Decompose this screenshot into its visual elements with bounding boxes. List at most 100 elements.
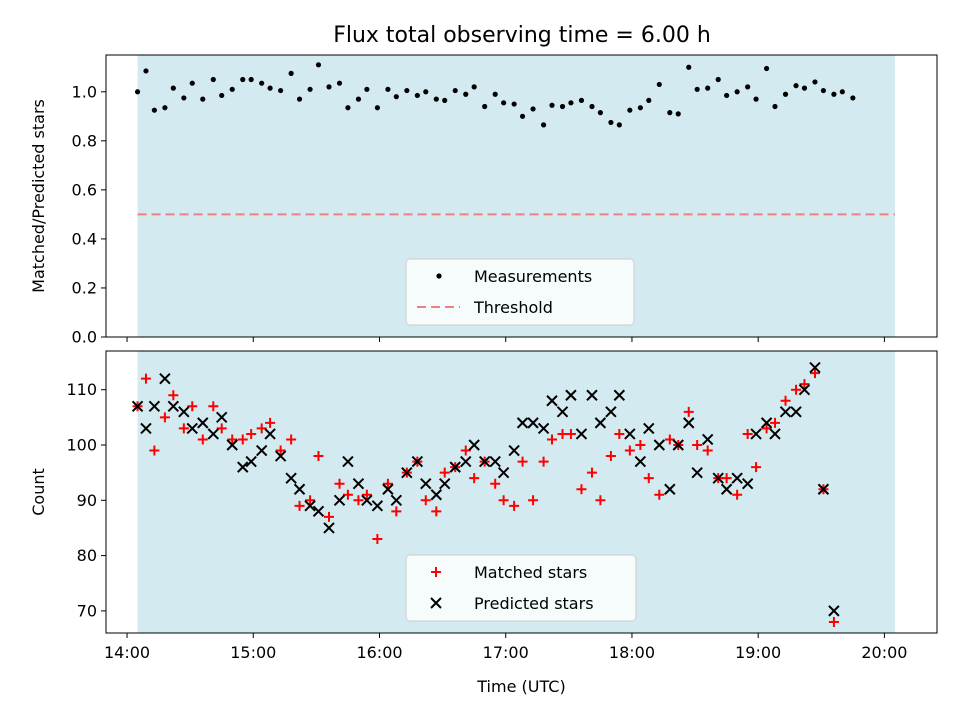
matched-star-point: [178, 423, 189, 434]
predicted-star-point: [790, 406, 802, 418]
matched-star-point: [635, 440, 646, 450]
legend-marker-predicted: [430, 597, 442, 609]
measurement-point: [839, 89, 845, 95]
predicted-star-point: [178, 406, 190, 418]
matched-star-point: [420, 495, 431, 506]
matched-star-point: [490, 478, 501, 489]
measurement-point: [404, 87, 410, 94]
predicted-star-point: [333, 494, 346, 507]
y-tick-label: 100: [66, 436, 97, 455]
legend-box: [405, 554, 637, 622]
predicted-star-point: [186, 422, 198, 435]
measurement-point: [511, 101, 517, 107]
y-tick-label: 70: [77, 601, 97, 620]
measurement-point: [589, 103, 595, 110]
predicted-star-point: [361, 494, 373, 507]
predicted-star-point: [720, 483, 733, 495]
legend-box: [405, 258, 635, 326]
measurement-point: [336, 80, 343, 86]
measurement-point: [801, 85, 808, 91]
measurement-point: [442, 97, 448, 103]
measurement-point: [278, 87, 284, 94]
predicted-star-point: [701, 433, 714, 446]
measurement-point: [200, 96, 206, 102]
matched-star-point: [265, 417, 276, 428]
predicted-star-point: [468, 439, 480, 451]
predicted-star-point: [817, 483, 830, 495]
measurement-point: [170, 85, 176, 91]
measurement-point: [734, 89, 740, 95]
ratio-panel: 0.0 0.2 0.4 0.6 0.8 1.0 Matched/Predicted star…: [29, 54, 938, 347]
axes-frame: [105, 54, 938, 338]
predicted-star-point: [809, 361, 821, 374]
count-panel: 70 80 90 100 110 14:00 15:00 16:00 17:00 18:00 19:…: [29, 350, 938, 696]
matched-star-point: [159, 412, 170, 423]
measurement-point: [307, 86, 313, 92]
predicted-star-point: [527, 417, 539, 429]
matched-star-point: [692, 440, 703, 450]
predicted-star-point: [352, 477, 365, 490]
legend-label: Threshold: [473, 298, 553, 317]
x-tick-label: 17:00: [483, 643, 529, 662]
matched-star-point: [721, 473, 732, 484]
matched-star-point: [605, 451, 616, 462]
predicted-star-point: [226, 439, 238, 451]
matched-star-point: [149, 445, 160, 456]
predicted-star-point: [489, 455, 501, 468]
predicted-star-point: [342, 455, 354, 468]
matched-star-point: [294, 500, 305, 511]
measurement-point: [463, 91, 469, 97]
y-tick-label: 90: [77, 491, 97, 510]
matched-star-point: [237, 434, 248, 445]
predicted-star-point: [605, 406, 617, 418]
predicted-star-point: [664, 483, 676, 495]
measurement-point: [715, 76, 721, 83]
predicted-star-point: [624, 428, 636, 440]
measurement-point: [820, 87, 826, 94]
matched-star-point: [624, 445, 635, 456]
measurement-point: [793, 83, 799, 89]
measurement-point: [850, 95, 856, 101]
y-tick-label: 0.0: [72, 328, 97, 347]
predicted-star-point: [760, 417, 773, 429]
legend-label: Predicted stars: [474, 594, 594, 613]
predicted-star-point: [508, 444, 520, 457]
measurement-point: [364, 86, 370, 92]
measurement-point: [452, 87, 458, 94]
predicted-star-point: [586, 389, 598, 401]
y-tick-label: 110: [66, 380, 97, 399]
predicted-star-point: [779, 406, 792, 418]
y-tick-label: 0.4: [72, 229, 97, 248]
matched-star-point: [751, 462, 762, 473]
predicted-star-point: [207, 428, 220, 440]
predicted-star-point: [159, 372, 171, 385]
measurement-point: [831, 91, 837, 97]
predicted-star-point: [613, 389, 626, 401]
matched-star-point: [168, 390, 179, 401]
legend-label: Measurements: [474, 267, 592, 286]
predicted-star-point: [741, 477, 754, 490]
matched-star-point: [517, 456, 528, 467]
predicted-star-point: [274, 450, 287, 462]
predicted-star-point: [264, 428, 276, 440]
predicted-star-point: [478, 455, 491, 468]
measurement-point: [763, 65, 770, 72]
legend-marker-measurements: [436, 273, 442, 279]
axes-frame: [105, 350, 938, 634]
matched-star-point: [643, 473, 654, 484]
predicted-star-point: [683, 417, 695, 429]
measurement-point: [326, 84, 332, 90]
predicted-star-point: [798, 383, 811, 396]
measurement-point: [549, 102, 555, 108]
measurement-point: [355, 96, 362, 102]
measurement-point: [705, 85, 711, 91]
measurement-point: [608, 119, 614, 126]
matched-star-point: [586, 467, 597, 478]
measurement-point: [143, 68, 149, 74]
measurement-point: [162, 105, 168, 111]
predicted-star-point: [537, 422, 550, 435]
matched-star-point: [538, 456, 549, 467]
measurement-point: [374, 105, 380, 111]
predicted-star-point: [323, 522, 335, 534]
